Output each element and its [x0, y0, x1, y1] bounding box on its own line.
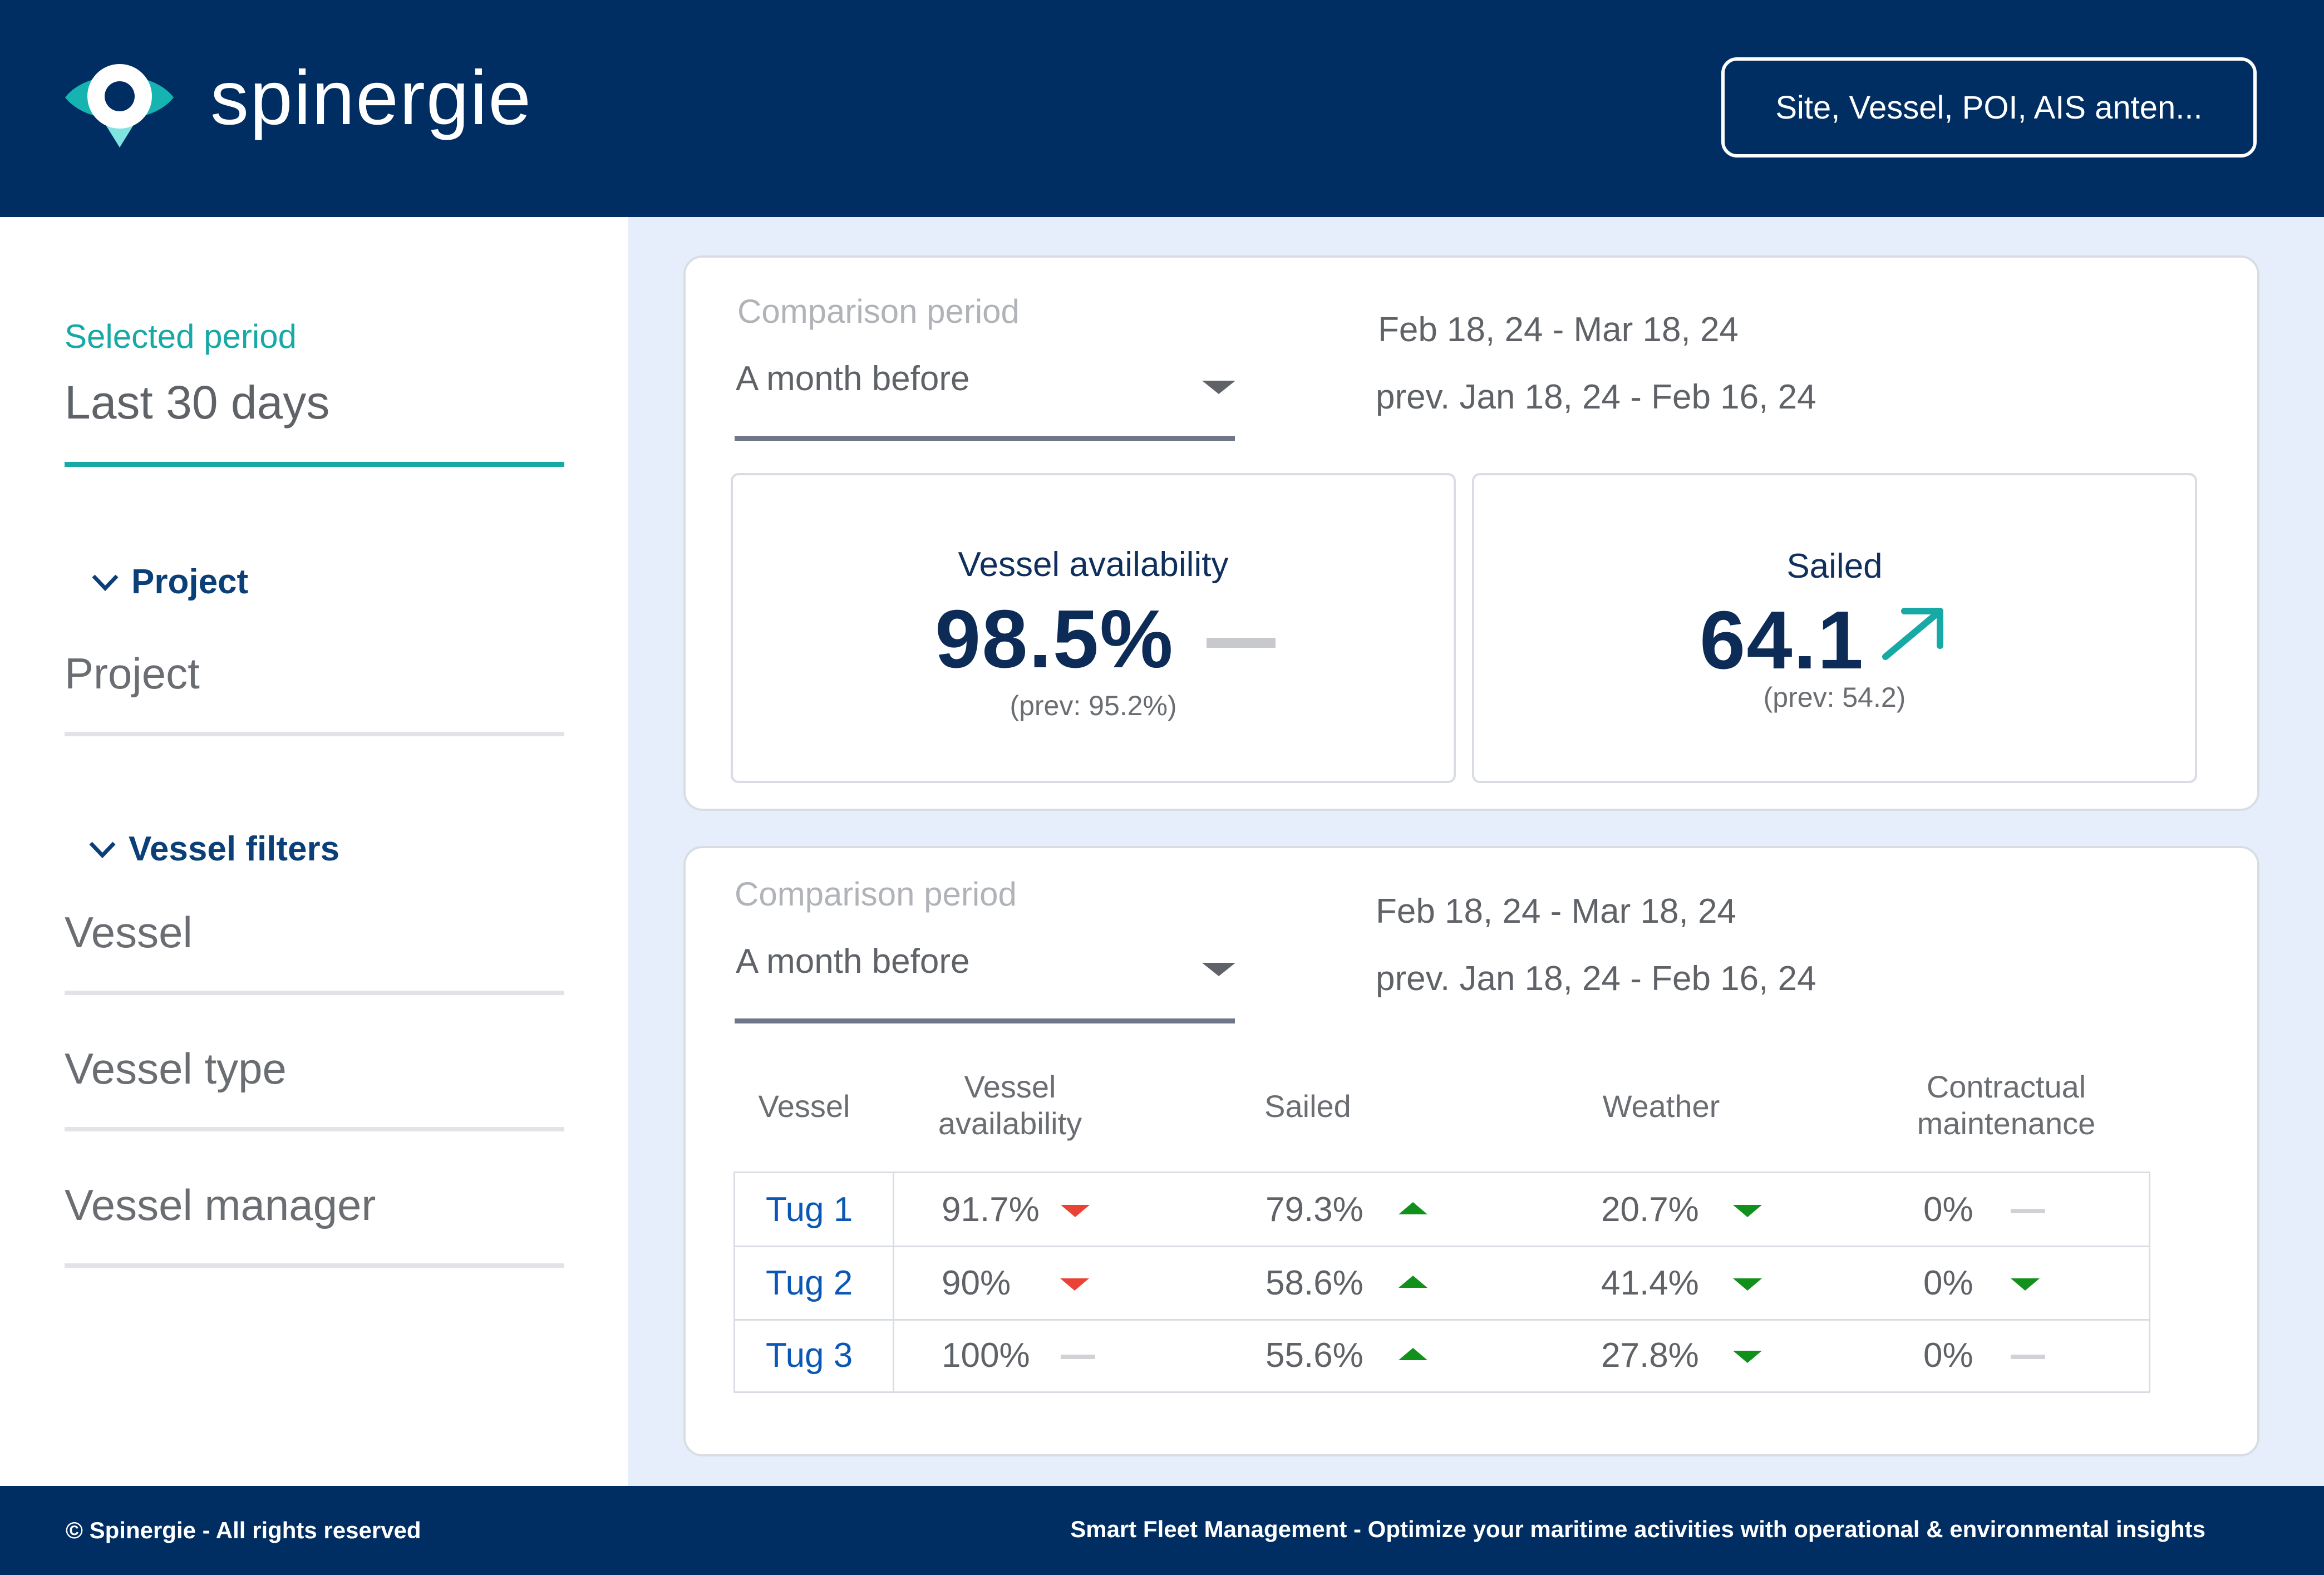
vessel-type-filter-underline: [65, 1127, 564, 1131]
sailed-kpi: Sailed 64.1 (prev: 54.2): [1472, 473, 2197, 783]
project-section-label: Project: [131, 563, 249, 601]
comparison-period-label: Comparison period: [735, 875, 1017, 913]
trend-down-red-icon: [1061, 1205, 1090, 1217]
column-header-sailed[interactable]: Sailed: [1264, 1089, 1351, 1124]
comparison-period-underline: [735, 1018, 1235, 1023]
trend-flat-icon: [1207, 638, 1276, 648]
trend-down-icon: [1733, 1205, 1762, 1217]
trend-down-icon: [2011, 1278, 2040, 1291]
trend-up-arrow-icon: [1882, 608, 1943, 660]
selected-period-label: Selected period: [65, 318, 297, 355]
row-divider: [735, 1246, 2149, 1247]
vessel-manager-filter-field[interactable]: Vessel manager: [65, 1180, 376, 1229]
vessel-filters-section-label: Vessel filters: [129, 830, 340, 868]
trend-flat-icon: [2011, 1355, 2045, 1359]
chevron-down-icon: [89, 841, 116, 858]
previous-date-range: prev. Jan 18, 24 - Feb 16, 24: [1376, 378, 1816, 416]
current-date-range: Feb 18, 24 - Mar 18, 24: [1378, 311, 1739, 349]
vessel-table-card: [683, 846, 2259, 1456]
global-search-input[interactable]: Site, Vessel, POI, AIS anten...: [1721, 57, 2257, 158]
project-filter-underline: [65, 732, 564, 736]
kpi-value: 64.1: [1700, 594, 1865, 686]
vessel-link-tug-2[interactable]: Tug 2: [766, 1264, 853, 1302]
weather-cell: 27.8%: [1601, 1336, 1699, 1375]
trend-flat-icon: [1061, 1355, 1095, 1359]
trend-flat-icon: [2011, 1209, 2045, 1213]
kpi-title: Vessel availability: [958, 545, 1229, 584]
chevron-down-icon: [92, 574, 119, 591]
vessel-stats-table: Tug 1 91.7% 79.3% 20.7% 0% Tug 2 90% 58.…: [733, 1172, 2150, 1393]
vessel-manager-filter-underline: [65, 1263, 564, 1268]
trend-down-red-icon: [1060, 1278, 1089, 1291]
availability-cell: 90%: [942, 1264, 1011, 1302]
current-date-range: Feb 18, 24 - Mar 18, 24: [1376, 892, 1736, 931]
sailed-cell: 55.6%: [1266, 1336, 1363, 1375]
top-header: spinergie Site, Vessel, POI, AIS anten..…: [0, 0, 2324, 217]
trend-down-icon: [1733, 1278, 1762, 1291]
trend-up-icon: [1399, 1348, 1427, 1360]
maintenance-cell: 0%: [1923, 1264, 1973, 1302]
kpi-value: 98.5%: [935, 593, 1174, 685]
vessel-type-filter-field[interactable]: Vessel type: [65, 1044, 287, 1093]
column-header-weather[interactable]: Weather: [1602, 1089, 1720, 1124]
kpi-previous-value: (prev: 54.2): [1763, 682, 1906, 713]
vessel-availability-kpi: Vessel availability 98.5% (prev: 95.2%): [731, 473, 1456, 783]
project-filter-field[interactable]: Project: [65, 649, 200, 698]
weather-cell: 20.7%: [1601, 1190, 1699, 1229]
vessel-link-tug-1[interactable]: Tug 1: [766, 1190, 853, 1229]
trend-up-icon: [1399, 1276, 1427, 1288]
availability-cell: 100%: [942, 1336, 1030, 1375]
comparison-period-select[interactable]: A month before: [736, 942, 970, 981]
vessel-filter-underline: [65, 991, 564, 995]
maintenance-cell: 0%: [1923, 1190, 1973, 1229]
row-divider: [735, 1319, 2149, 1321]
selected-period-underline: [65, 462, 564, 467]
selected-period-dropdown[interactable]: Last 30 days: [65, 376, 330, 429]
sailed-cell: 79.3%: [1266, 1190, 1363, 1229]
page-footer: © Spinergie - All rights reserved Smart …: [0, 1486, 2324, 1575]
availability-cell: 91.7%: [942, 1190, 1040, 1229]
kpi-title: Sailed: [1786, 547, 1883, 585]
kpi-previous-value: (prev: 95.2%): [1010, 690, 1177, 721]
vessel-filters-section-toggle[interactable]: Vessel filters: [86, 829, 339, 869]
column-header-vessel[interactable]: Vessel: [758, 1089, 850, 1124]
spinergie-logo-icon[interactable]: [65, 64, 174, 150]
project-section-toggle[interactable]: Project: [89, 562, 248, 602]
footer-tagline: Smart Fleet Management - Optimize your m…: [1070, 1516, 2205, 1542]
previous-date-range: prev. Jan 18, 24 - Feb 16, 24: [1376, 959, 1816, 998]
brand-name[interactable]: spinergie: [210, 55, 533, 141]
column-divider: [893, 1173, 894, 1391]
trend-up-icon: [1399, 1202, 1427, 1214]
vessel-link-tug-3[interactable]: Tug 3: [766, 1336, 853, 1375]
caret-down-icon[interactable]: [1202, 381, 1235, 394]
caret-down-icon[interactable]: [1202, 963, 1235, 976]
maintenance-cell: 0%: [1923, 1336, 1973, 1375]
comparison-period-select[interactable]: A month before: [736, 360, 970, 398]
column-header-vessel-availability[interactable]: Vessel availability: [938, 1069, 1082, 1141]
column-header-contractual-maintenance[interactable]: Contractual maintenance: [1917, 1069, 2096, 1141]
comparison-period-label: Comparison period: [737, 293, 1020, 330]
vessel-filter-field[interactable]: Vessel: [65, 908, 193, 957]
comparison-period-underline: [735, 436, 1235, 441]
trend-down-icon: [1733, 1351, 1762, 1363]
weather-cell: 41.4%: [1601, 1264, 1699, 1302]
sailed-cell: 58.6%: [1266, 1264, 1363, 1302]
copyright-text: © Spinergie - All rights reserved: [66, 1517, 421, 1543]
